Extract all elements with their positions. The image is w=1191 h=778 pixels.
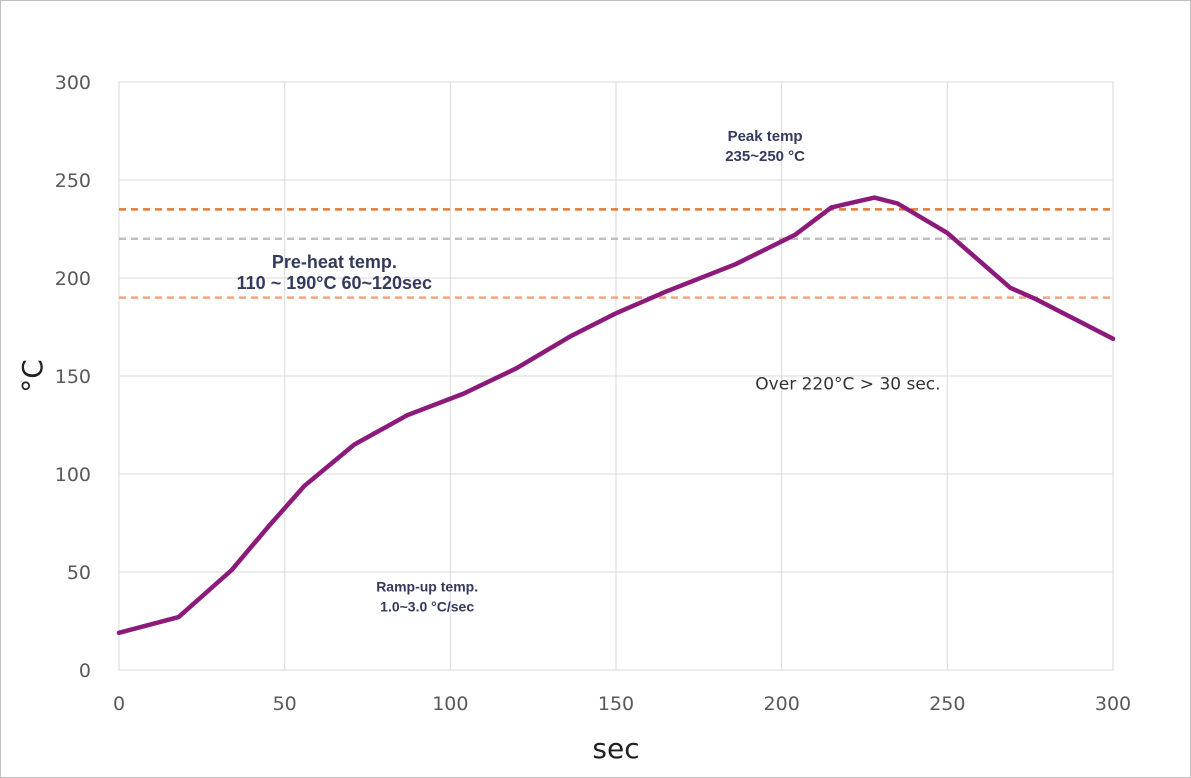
annotation-line: Ramp-up temp. — [376, 579, 478, 595]
x-tick-label: 250 — [929, 693, 965, 715]
x-axis-title: sec — [592, 732, 639, 765]
data-point — [793, 233, 797, 237]
over-220-annotation: Over 220°C > 30 sec. — [755, 375, 940, 395]
data-point — [829, 205, 833, 209]
y-tick-label: 250 — [55, 170, 91, 192]
data-point — [614, 311, 618, 315]
annotation-line: 110 ~ 190°C 60~120sec — [237, 273, 432, 293]
y-tick-label: 150 — [55, 366, 91, 388]
annotation-line: Peak temp — [728, 128, 803, 145]
preheat-annotation: Pre-heat temp.110 ~ 190°C 60~120sec — [237, 252, 432, 293]
x-tick-label: 150 — [598, 693, 634, 715]
ramp-up-annotation: Ramp-up temp. 1.0~3.0 °C/sec — [376, 579, 478, 615]
annotation-line: Pre-heat temp. — [272, 252, 397, 272]
data-point — [117, 631, 121, 635]
data-point — [303, 484, 307, 488]
x-tick-label: 0 — [113, 693, 125, 715]
y-tick-label: 0 — [79, 660, 91, 682]
data-point — [733, 262, 737, 266]
y-axis-title: °C — [16, 359, 49, 393]
x-tick-label: 200 — [764, 693, 800, 715]
y-tick-label: 100 — [55, 464, 91, 486]
data-point — [1111, 337, 1115, 341]
data-point — [352, 443, 356, 447]
y-tick-label: 200 — [55, 268, 91, 290]
x-tick-label: 100 — [432, 693, 468, 715]
data-point — [177, 615, 181, 619]
x-tick-label: 300 — [1095, 693, 1131, 715]
data-point — [230, 568, 234, 572]
data-point — [664, 290, 668, 294]
reference-lines — [119, 208, 1113, 299]
data-point — [405, 413, 409, 417]
peak-temp-annotation: Peak temp 235~250 °C — [725, 128, 805, 165]
y-tick-label: 50 — [67, 562, 91, 584]
data-point — [568, 335, 572, 339]
annotations: Peak temp 235~250 °C Pre-heat temp.110 ~ 1… — [237, 128, 941, 615]
data-point — [1008, 286, 1012, 290]
data-point — [945, 231, 949, 235]
y-tick-label: 300 — [55, 72, 91, 94]
x-tick-label: 50 — [273, 693, 297, 715]
data-point — [896, 202, 900, 206]
tick-labels: 0 50 100 150 200 250 300 0 50 100 150 200 250 300 — [55, 72, 1131, 715]
data-point — [872, 196, 876, 200]
data-point — [515, 366, 519, 370]
data-point — [1035, 298, 1039, 302]
data-point — [266, 525, 270, 529]
annotation-line: 1.0~3.0 °C/sec — [380, 599, 474, 615]
series-layer — [116, 195, 1116, 636]
annotation-line: Over 220°C > 30 sec. — [755, 375, 940, 395]
gridlines — [118, 81, 1114, 671]
annotation-line: 235~250 °C — [725, 148, 805, 165]
temperature-profile-line — [116, 195, 1116, 636]
data-point — [462, 392, 466, 396]
